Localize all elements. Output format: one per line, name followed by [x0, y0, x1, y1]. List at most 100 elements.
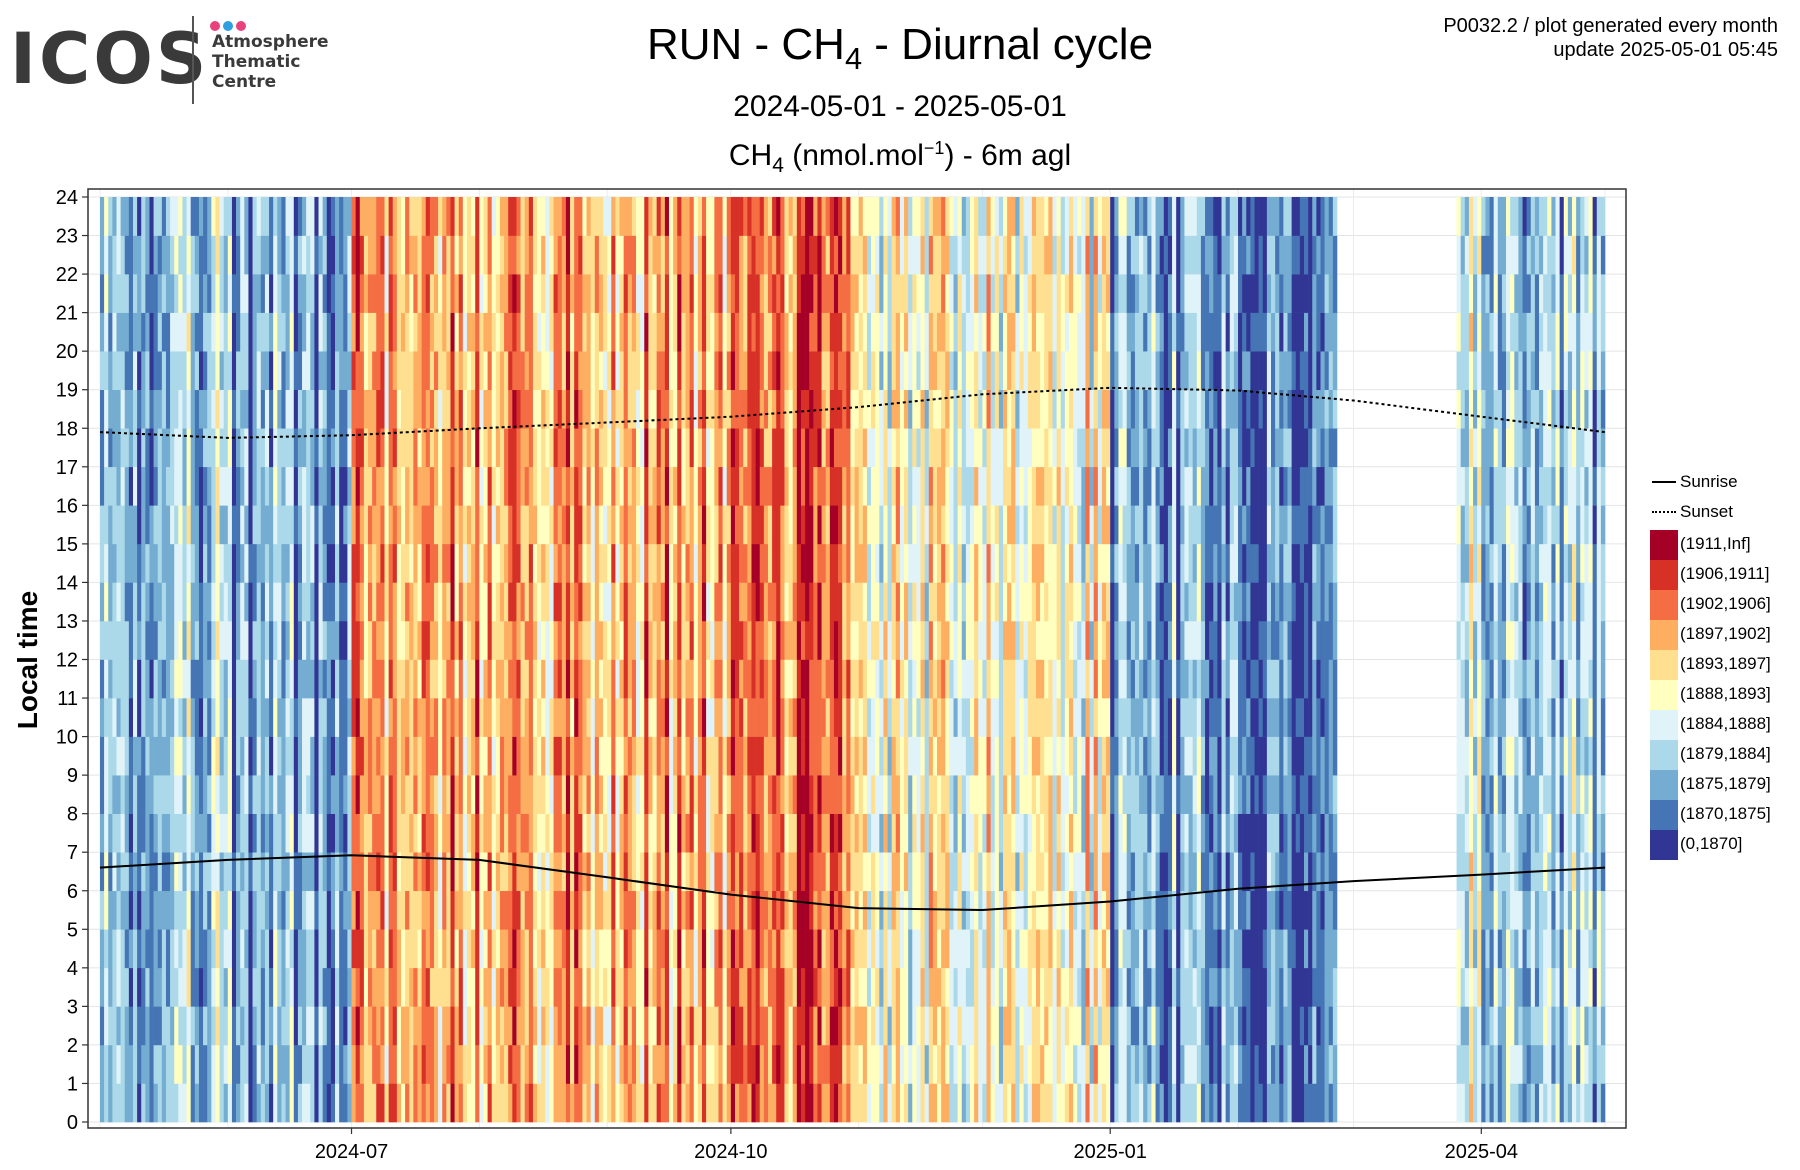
heatmap-cell — [429, 620, 435, 660]
heatmap-cell — [252, 312, 257, 352]
heatmap-cell — [594, 235, 600, 275]
heatmap-cell — [714, 775, 719, 814]
heatmap-cell — [862, 659, 868, 699]
heatmap-cell — [891, 698, 897, 737]
heatmap-cell — [508, 698, 513, 737]
heatmap-cell — [673, 813, 678, 853]
heatmap-cell — [710, 967, 715, 1007]
heatmap-cell — [157, 543, 163, 583]
heatmap-cell — [429, 466, 435, 506]
heatmap-cell — [627, 274, 633, 313]
heatmap-cell — [248, 505, 253, 545]
heatmap-cell — [170, 813, 175, 853]
heatmap-cell — [335, 235, 340, 275]
heatmap-cell — [549, 428, 554, 468]
heatmap-cell — [747, 197, 752, 236]
heatmap-cell — [198, 890, 204, 930]
heatmap-cell — [586, 582, 591, 622]
heatmap-cell — [924, 582, 930, 622]
heatmap-cell — [821, 813, 826, 853]
heatmap-cell — [112, 543, 117, 583]
heatmap-cell — [759, 1083, 765, 1123]
heatmap-cell — [920, 1044, 925, 1084]
heatmap-cell — [788, 890, 794, 930]
heatmap-cell — [260, 890, 266, 930]
heatmap-cell — [582, 505, 587, 545]
logo-line-3: Centre — [212, 72, 277, 92]
heatmap-cell — [170, 620, 175, 660]
heatmap-cell — [689, 775, 695, 814]
heatmap-cell — [425, 929, 431, 969]
heatmap-cell — [640, 929, 645, 969]
heatmap-cell — [887, 1006, 892, 1046]
heatmap-cell — [784, 813, 789, 853]
heatmap-cell — [937, 428, 942, 468]
heatmap-cell — [677, 620, 682, 660]
heatmap-cell — [899, 813, 905, 853]
heatmap-cell — [421, 543, 427, 583]
heatmap-cell — [425, 1006, 431, 1046]
heatmap-cell — [895, 775, 901, 814]
heatmap-cell — [916, 505, 921, 545]
heatmap-cell — [487, 389, 493, 429]
heatmap-cell — [528, 1083, 534, 1123]
heatmap-cell — [306, 274, 311, 313]
heatmap-cell — [161, 197, 167, 236]
heatmap-cell — [376, 967, 381, 1007]
heatmap-cell — [475, 852, 480, 892]
heatmap-cell — [598, 813, 604, 853]
heatmap-cell — [825, 505, 831, 545]
heatmap-cell — [297, 197, 303, 236]
heatmap-cell — [817, 274, 822, 313]
heatmap-cell — [895, 274, 901, 313]
heatmap-cell — [631, 929, 637, 969]
heatmap-cell — [293, 582, 299, 622]
heatmap-cell — [800, 852, 806, 892]
heatmap-cell — [730, 1044, 736, 1084]
heatmap-cell — [401, 736, 406, 776]
heatmap-cell — [825, 659, 831, 699]
heatmap-cell — [755, 698, 761, 737]
heatmap-cell — [623, 312, 629, 352]
heatmap-cell — [516, 1044, 521, 1084]
heatmap-cell — [363, 736, 369, 776]
heatmap-cell — [293, 736, 299, 776]
heatmap-cell — [743, 967, 748, 1007]
heatmap-cell — [726, 389, 732, 429]
heatmap-cell — [137, 890, 142, 930]
heatmap-cell — [339, 1044, 344, 1084]
heatmap-cell — [631, 466, 637, 506]
heatmap-cell — [838, 505, 843, 545]
heatmap-cell — [524, 775, 530, 814]
heatmap-cell — [772, 736, 777, 776]
heatmap-cell — [689, 466, 695, 506]
heatmap-cell — [310, 1083, 315, 1123]
heatmap-cell — [388, 543, 394, 583]
heatmap-cell — [359, 736, 365, 776]
heatmap-cell — [256, 582, 262, 622]
heatmap-cell — [545, 274, 550, 313]
heatmap-cell — [302, 1083, 307, 1123]
heatmap-cell — [310, 929, 315, 969]
heatmap-cell — [355, 466, 361, 506]
heatmap-cell — [120, 698, 126, 737]
heatmap-cell — [784, 351, 789, 391]
heatmap-cell — [615, 505, 620, 545]
heatmap-cell — [747, 852, 752, 892]
heatmap-cell — [767, 736, 773, 776]
heatmap-cell — [586, 967, 591, 1007]
heatmap-cell — [132, 466, 138, 506]
heatmap-cell — [335, 466, 340, 506]
heatmap-cell — [899, 1044, 905, 1084]
heatmap-cell — [240, 929, 245, 969]
heatmap-cell — [838, 967, 843, 1007]
heatmap-cell — [392, 505, 398, 545]
heatmap-cell — [277, 428, 282, 468]
heatmap-cell — [104, 543, 109, 583]
heatmap-cell — [363, 466, 369, 506]
heatmap-cell — [355, 775, 361, 814]
heatmap-cell — [619, 1006, 624, 1046]
heatmap-cell — [495, 428, 501, 468]
heatmap-cell — [326, 929, 332, 969]
heatmap-cell — [495, 543, 501, 583]
